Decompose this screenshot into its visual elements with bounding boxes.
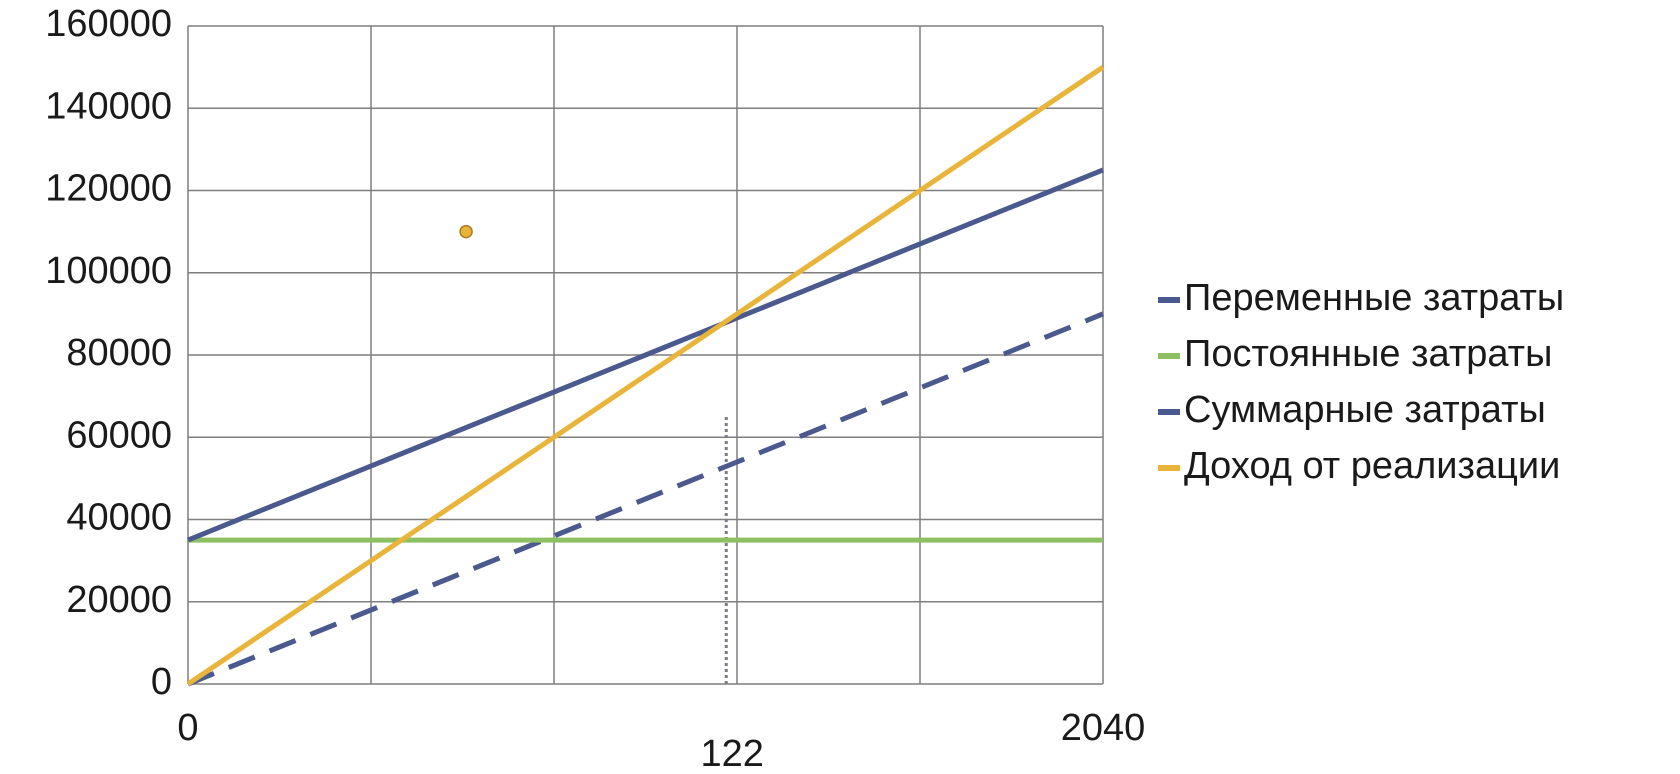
y-tick-label: 120000 bbox=[45, 168, 172, 210]
series-line bbox=[187, 311, 1104, 687]
reference-label: 122 bbox=[701, 733, 764, 774]
y-tick-label: 40000 bbox=[66, 497, 172, 539]
point bbox=[459, 224, 473, 239]
y-tick-label: 60000 bbox=[66, 414, 172, 456]
legend-label: Постоянные затраты bbox=[1184, 333, 1552, 375]
y-tick-label: 140000 bbox=[45, 85, 172, 127]
y-tick-label: 100000 bbox=[45, 250, 172, 292]
x-tick-label: 0 bbox=[177, 707, 198, 749]
x-tick-label: 2040 bbox=[1061, 707, 1146, 749]
y-tick-label: 80000 bbox=[66, 332, 172, 374]
y-tick-label: 20000 bbox=[66, 579, 172, 621]
legend-label: Суммарные затраты bbox=[1184, 389, 1546, 431]
legend-label: Доход от реализации bbox=[1184, 445, 1560, 487]
y-tick-label: 0 bbox=[151, 661, 172, 703]
y-tick-label: 160000 bbox=[45, 3, 172, 45]
series-line bbox=[187, 167, 1104, 543]
legend-label: Переменные затраты bbox=[1184, 277, 1564, 319]
series-line bbox=[186, 65, 1105, 687]
